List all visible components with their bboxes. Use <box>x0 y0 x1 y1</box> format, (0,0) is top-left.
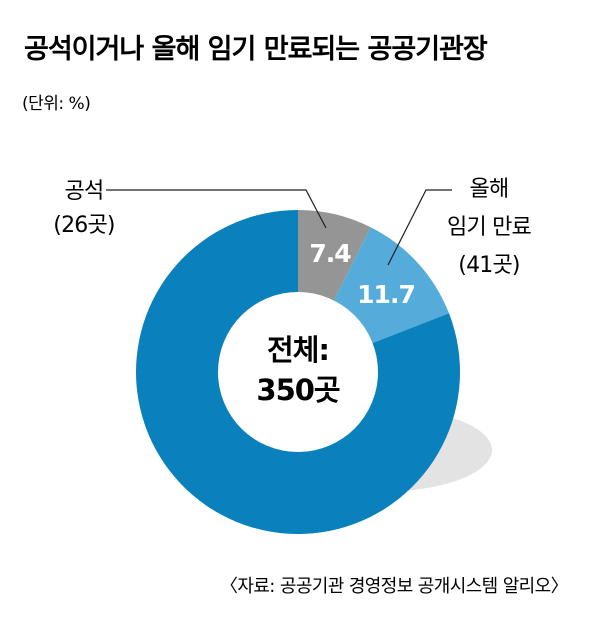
slice-label-vacant: 공석 (26곳) <box>53 179 327 238</box>
slice-label-expiring: 올해 임기 만료 (41곳) <box>387 177 532 278</box>
slice-label-expiring-line-1: 올해 <box>470 177 509 202</box>
value-label-expiring: 11.7 <box>357 280 415 309</box>
leader-line-vacant <box>106 189 327 229</box>
slice-label-expiring-line-2: 임기 만료 <box>447 215 532 240</box>
center-label-line-2: 350곳 <box>256 373 340 407</box>
source-note: 〈자료: 공공기관 경영정보 공개시스템 알리오〉 <box>220 576 568 597</box>
value-label-vacant: 7.4 <box>309 239 351 268</box>
leader-line-expiring <box>387 189 452 266</box>
chart-title: 공석이거나 올해 임기 만료되는 공공기관장 <box>24 34 488 65</box>
unit-note: (단위: %) <box>22 94 90 114</box>
donut-hole <box>218 292 378 452</box>
center-label-line-1: 전체: <box>267 333 329 367</box>
slice-label-vacant-line-1: 공석 <box>65 179 104 204</box>
slice-label-vacant-line-2: (26곳) <box>53 213 114 238</box>
slice-label-expiring-line-3: (41곳) <box>458 253 519 278</box>
